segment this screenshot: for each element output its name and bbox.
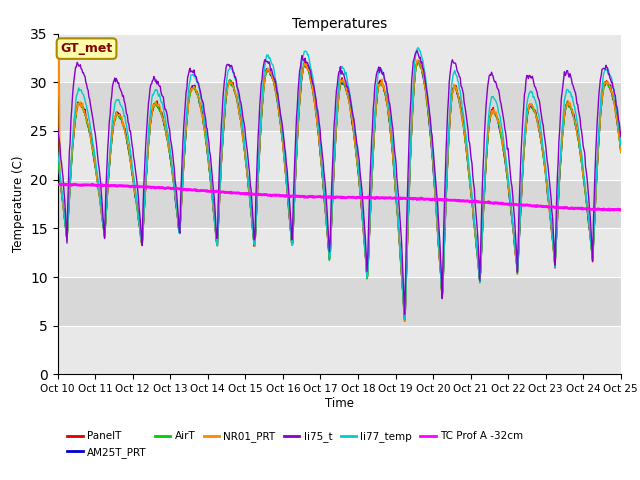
Bar	[58, 131, 621, 180]
Y-axis label: Temperature (C): Temperature (C)	[12, 156, 25, 252]
Text: GT_met: GT_met	[60, 42, 113, 55]
Title: Temperatures: Temperatures	[292, 17, 387, 31]
Bar	[58, 34, 621, 82]
Legend: PanelT, AM25T_PRT, AirT, NR01_PRT, li75_t, li77_temp, TC Prof A -32cm: PanelT, AM25T_PRT, AirT, NR01_PRT, li75_…	[63, 427, 527, 462]
Bar	[58, 180, 621, 228]
X-axis label: Time: Time	[324, 397, 354, 410]
Bar	[58, 228, 621, 277]
Bar	[58, 326, 621, 374]
Bar	[58, 82, 621, 131]
Bar	[58, 277, 621, 326]
